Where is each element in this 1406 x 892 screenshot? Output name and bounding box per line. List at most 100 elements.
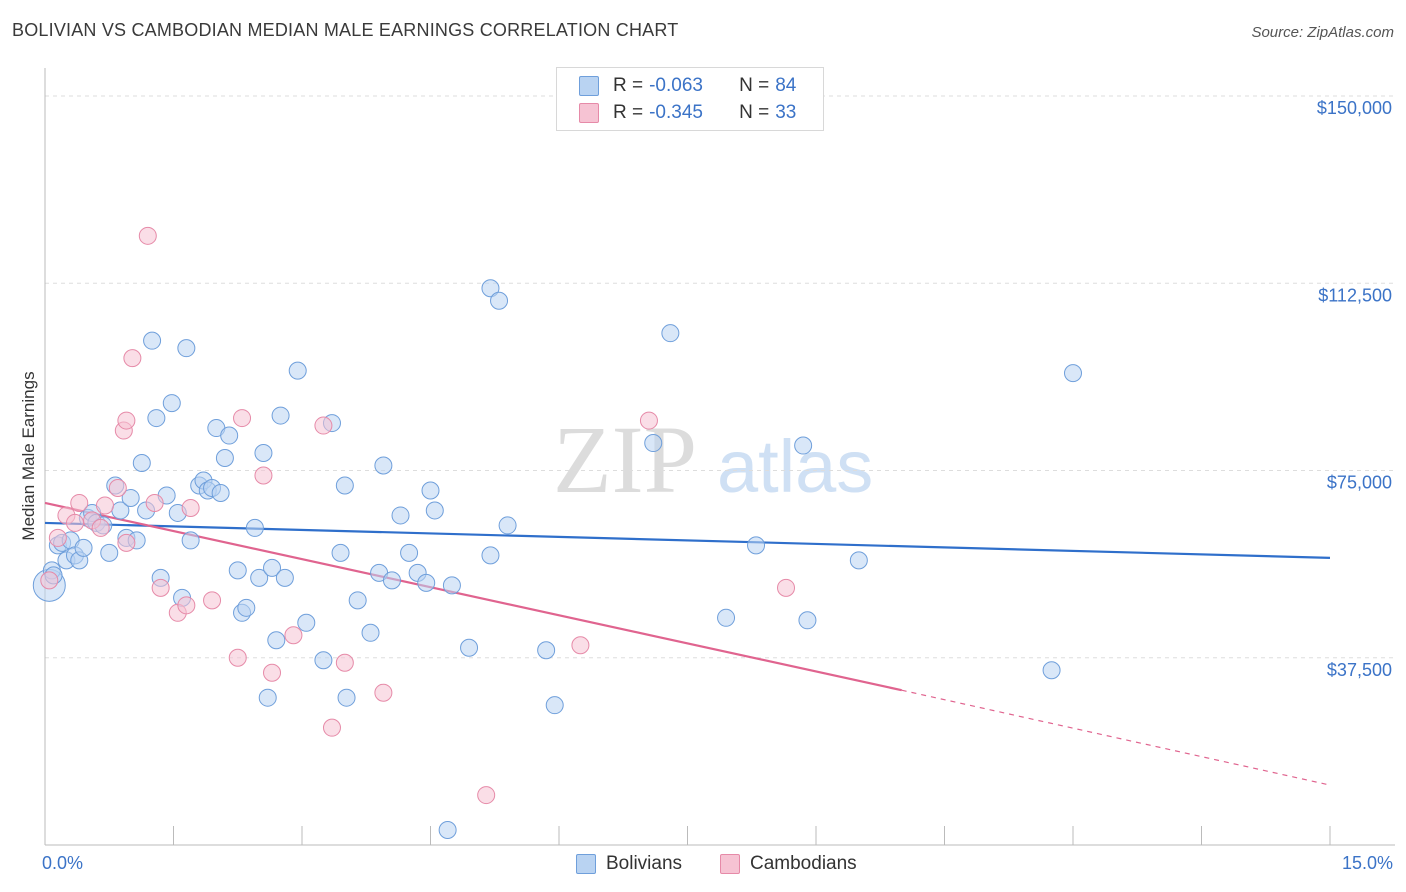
cambodian-point: [117, 533, 136, 552]
axis-labels: $37,500 $75,000 $112,500 $150,000 0.0% 15.0% M…: [19, 98, 1393, 873]
bolivian-point: [143, 331, 162, 350]
cambodian-point: [374, 683, 393, 702]
cambodian-point: [151, 578, 170, 597]
bolivian-point: [374, 456, 393, 475]
bolivian-point: [177, 339, 196, 358]
bolivian-point: [798, 611, 817, 630]
bolivian-point: [794, 436, 813, 455]
watermark-zip: ZIP: [553, 406, 697, 513]
legend-r-label: R =: [613, 75, 644, 96]
cambodian-point: [108, 478, 127, 497]
series-legend-bolivians[interactable]: Bolivians: [576, 853, 682, 875]
bolivian-point: [490, 291, 509, 310]
cambodian-point: [777, 578, 796, 597]
cambodian-point: [233, 409, 252, 428]
bolivian-point: [245, 518, 264, 537]
cambodian-point: [477, 786, 496, 805]
bolivian-point: [335, 476, 354, 495]
bolivian-point: [481, 546, 500, 565]
bolivian-point: [460, 638, 479, 657]
legend-swatch-pink: [720, 854, 740, 874]
cambodian-point: [95, 496, 114, 515]
legend-swatch-blue: [579, 76, 599, 96]
series-legend-cambodians[interactable]: Cambodians: [720, 853, 857, 875]
cambodian-point: [91, 518, 110, 537]
bolivian-point: [181, 531, 200, 550]
cambodian-point: [181, 498, 200, 517]
bolivian-point: [314, 651, 333, 670]
cambodian-point: [284, 626, 303, 645]
bolivian-point: [254, 444, 273, 463]
x-tick-label: 0.0%: [42, 853, 83, 873]
cambodian-point: [571, 636, 590, 655]
bolivian-point: [132, 454, 151, 473]
legend-label-cambodians: Cambodians: [750, 853, 857, 874]
cambodian-point: [40, 571, 59, 590]
bolivian-point: [537, 641, 556, 660]
cambodian-point: [123, 349, 142, 368]
cambodian-point: [70, 493, 89, 512]
bolivian-point: [498, 516, 517, 535]
bolivian-point: [717, 608, 736, 627]
y-axis-title: Median Male Earnings: [19, 371, 38, 540]
legend-label-bolivians: Bolivians: [606, 853, 683, 874]
cambodian-point: [117, 411, 136, 430]
y-tick-label: $150,000: [1317, 98, 1392, 118]
bolivian-point: [258, 688, 277, 707]
bolivian-point: [417, 573, 436, 592]
cambodian-point: [639, 411, 658, 430]
cambodian-point: [263, 663, 282, 682]
x-tick-label: 15.0%: [1342, 853, 1393, 873]
bolivian-point: [275, 568, 294, 587]
watermark: ZIP atlas: [553, 406, 873, 513]
cambodian-point: [138, 226, 157, 245]
legend-n-label: N =: [739, 75, 770, 96]
trend-lines: [44, 501, 1331, 786]
bolivian-point: [211, 483, 230, 502]
legend-swatch-blue: [576, 854, 596, 874]
bolivian-point: [250, 568, 269, 587]
axes: [44, 68, 1395, 846]
bolivian-point: [1064, 364, 1082, 383]
bolivian-point: [162, 394, 181, 413]
source-credit: Source: ZipAtlas.com: [1251, 24, 1394, 41]
bolivian-point: [849, 551, 868, 570]
bolivian-point: [74, 538, 93, 557]
cambodian-point: [314, 416, 333, 435]
bolivian-trend-line: [44, 521, 1331, 559]
bolivian-point: [100, 543, 119, 562]
cambodian-trend-extension: [901, 689, 1331, 786]
bolivian-point: [361, 623, 380, 642]
bolivian-point: [121, 488, 140, 507]
chart-title: BOLIVIAN VS CAMBODIAN MEDIAN MALE EARNIN…: [12, 20, 679, 40]
cambodian-point: [145, 493, 164, 512]
cambodian-point: [254, 466, 273, 485]
bolivian-point: [263, 558, 282, 577]
gridlines: [45, 95, 1395, 659]
cambodian-point: [335, 653, 354, 672]
bolivian-point: [288, 361, 307, 380]
legend-row-bolivians: R = -0.063 N = 84: [579, 74, 796, 98]
bolivian-point: [237, 598, 256, 617]
bolivian-point: [337, 688, 356, 707]
legend-n-value: 84: [775, 75, 797, 96]
legend-r-value: -0.063: [649, 75, 703, 96]
cambodian-point: [228, 648, 247, 667]
cambodian-point: [65, 513, 84, 532]
bolivian-point: [481, 279, 500, 298]
bolivian-point: [438, 821, 457, 840]
bolivian-point: [271, 406, 290, 425]
correlation-legend: R = -0.063 N = 84 R = -0.345 N = 33: [556, 67, 824, 131]
bolivian-point: [421, 481, 440, 500]
bolivian-point: [747, 536, 766, 555]
cambodian-point: [48, 528, 67, 547]
legend-swatch-pink: [579, 103, 599, 123]
legend-n-value: 33: [775, 102, 797, 123]
data-points: [32, 226, 1082, 840]
bolivian-point: [348, 591, 367, 610]
legend-n-label: N =: [739, 102, 770, 123]
bolivian-point: [267, 631, 286, 650]
y-tick-label: $75,000: [1327, 473, 1392, 493]
bolivian-point: [382, 571, 401, 590]
